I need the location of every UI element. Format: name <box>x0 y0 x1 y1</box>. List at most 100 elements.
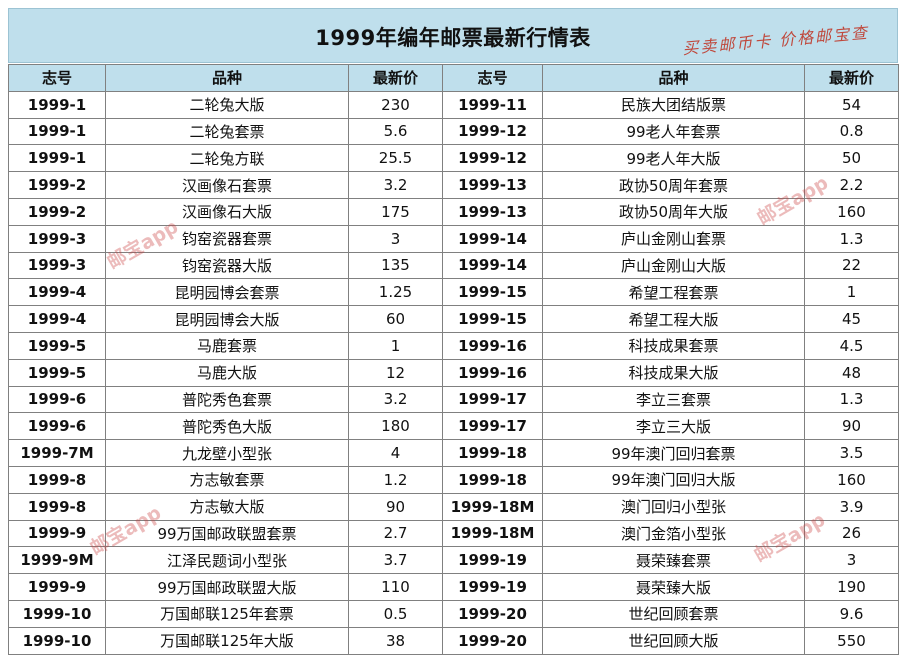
variety: 99年澳门回归套票 <box>542 439 805 467</box>
stamp-code: 1999-8 <box>8 492 106 521</box>
latest-price: 230 <box>348 90 443 119</box>
stamp-code: 1999-2 <box>8 171 106 199</box>
stamp-code: 1999-1 <box>8 117 106 146</box>
stamp-code: 1999-19 <box>442 546 543 575</box>
variety: 九龙壁小型张 <box>105 439 349 467</box>
latest-price: 38 <box>348 626 443 655</box>
stamp-code: 1999-2 <box>8 197 106 226</box>
stamp-code: 1999-9 <box>8 519 106 548</box>
variety: 李立三大版 <box>542 412 805 441</box>
table-row: 1999-2 汉画像石大版 175 1999-13 政协50周年大版 160 <box>8 197 899 226</box>
stamp-code: 1999-17 <box>442 412 543 441</box>
variety: 科技成果大版 <box>542 358 805 387</box>
stamp-code: 1999-1 <box>8 144 106 173</box>
variety: 钧窑瓷器大版 <box>105 251 349 280</box>
variety: 澳门回归小型张 <box>542 492 805 521</box>
stamp-code: 1999-13 <box>442 197 543 226</box>
stamp-code: 1999-18M <box>442 492 543 521</box>
stamp-code: 1999-1 <box>8 90 106 119</box>
table-row: 1999-9M 江泽民题词小型张 3.7 1999-19 聂荣臻套票 3 <box>8 546 899 575</box>
variety: 二轮兔方联 <box>105 144 349 173</box>
latest-price: 3.5 <box>804 439 899 467</box>
variety: 聂荣臻大版 <box>542 573 805 601</box>
stamp-code: 1999-20 <box>442 626 543 655</box>
table-row: 1999-7M 九龙壁小型张 4 1999-18 99年澳门回归套票 3.5 <box>8 439 899 467</box>
stamp-code: 1999-18 <box>442 439 543 467</box>
variety: 99老人年套票 <box>542 117 805 146</box>
variety: 汉画像石大版 <box>105 197 349 226</box>
stamp-code: 1999-14 <box>442 224 543 253</box>
latest-price: 1.2 <box>348 465 443 494</box>
table-row: 1999-6 普陀秀色大版 180 1999-17 李立三大版 90 <box>8 412 899 441</box>
latest-price: 1.3 <box>804 224 899 253</box>
stamp-code: 1999-9 <box>8 573 106 601</box>
table-row: 1999-4 昆明园博会套票 1.25 1999-15 希望工程套票 1 <box>8 278 899 307</box>
table-row: 1999-1 二轮兔方联 25.5 1999-12 99老人年大版 50 <box>8 144 899 173</box>
latest-price: 48 <box>804 358 899 387</box>
latest-price: 26 <box>804 519 899 548</box>
latest-price: 3 <box>348 224 443 253</box>
stamp-code: 1999-10 <box>8 599 106 628</box>
variety: 二轮兔大版 <box>105 90 349 119</box>
latest-price: 3.9 <box>804 492 899 521</box>
variety: 庐山金刚山套票 <box>542 224 805 253</box>
latest-price: 2.7 <box>348 519 443 548</box>
variety: 李立三套票 <box>542 385 805 414</box>
variety: 马鹿大版 <box>105 358 349 387</box>
variety: 99老人年大版 <box>542 144 805 173</box>
table-row: 1999-3 钧窑瓷器套票 3 1999-14 庐山金刚山套票 1.3 <box>8 224 899 253</box>
stamp-code: 1999-16 <box>442 358 543 387</box>
variety: 庐山金刚山大版 <box>542 251 805 280</box>
latest-price: 160 <box>804 465 899 494</box>
latest-price: 5.6 <box>348 117 443 146</box>
latest-price: 22 <box>804 251 899 280</box>
stamp-code: 1999-7M <box>8 439 106 467</box>
latest-price: 3.7 <box>348 546 443 575</box>
latest-price: 135 <box>348 251 443 280</box>
latest-price: 4.5 <box>804 331 899 360</box>
stamp-code: 1999-18 <box>442 465 543 494</box>
variety: 希望工程套票 <box>542 278 805 307</box>
latest-price: 54 <box>804 90 899 119</box>
stamp-code: 1999-20 <box>442 599 543 628</box>
stamp-code: 1999-16 <box>442 331 543 360</box>
latest-price: 90 <box>348 492 443 521</box>
variety: 昆明园博会套票 <box>105 278 349 307</box>
variety: 方志敏套票 <box>105 465 349 494</box>
table-row: 1999-4 昆明园博会大版 60 1999-15 希望工程大版 45 <box>8 305 899 333</box>
header-price: 最新价 <box>804 64 899 92</box>
stamp-code: 1999-4 <box>8 305 106 333</box>
header-variety: 品种 <box>105 64 349 92</box>
variety: 万国邮联125年套票 <box>105 599 349 628</box>
latest-price: 45 <box>804 305 899 333</box>
table-row: 1999-10 万国邮联125年套票 0.5 1999-20 世纪回顾套票 9.6 <box>8 599 899 628</box>
variety: 聂荣臻套票 <box>542 546 805 575</box>
stamp-code: 1999-9M <box>8 546 106 575</box>
stamp-code: 1999-14 <box>442 251 543 280</box>
price-sheet: 1999年编年邮票最新行情表 买卖邮币卡 价格邮宝查 志号 品种 最新价 志号 … <box>8 8 899 664</box>
variety: 世纪回顾大版 <box>542 626 805 655</box>
latest-price: 190 <box>804 573 899 601</box>
stamp-code: 1999-3 <box>8 224 106 253</box>
variety: 江泽民题词小型张 <box>105 546 349 575</box>
latest-price: 175 <box>348 197 443 226</box>
variety: 普陀秀色套票 <box>105 385 349 414</box>
latest-price: 0.8 <box>804 117 899 146</box>
stamp-code: 1999-5 <box>8 331 106 360</box>
stamp-code: 1999-6 <box>8 412 106 441</box>
header-code: 志号 <box>442 64 543 92</box>
latest-price: 3.2 <box>348 385 443 414</box>
variety: 政协50周年套票 <box>542 171 805 199</box>
stamp-code: 1999-3 <box>8 251 106 280</box>
latest-price: 3.2 <box>348 171 443 199</box>
table-row: 1999-8 方志敏套票 1.2 1999-18 99年澳门回归大版 160 <box>8 465 899 494</box>
latest-price: 1 <box>804 278 899 307</box>
stamp-code: 1999-18M <box>442 519 543 548</box>
table-row: 1999-9 99万国邮政联盟套票 2.7 1999-18M 澳门金箔小型张 26 <box>8 519 899 548</box>
table-row: 1999-5 马鹿套票 1 1999-16 科技成果套票 4.5 <box>8 331 899 360</box>
variety: 政协50周年大版 <box>542 197 805 226</box>
variety: 99万国邮政联盟大版 <box>105 573 349 601</box>
latest-price: 90 <box>804 412 899 441</box>
variety: 万国邮联125年大版 <box>105 626 349 655</box>
latest-price: 1.25 <box>348 278 443 307</box>
